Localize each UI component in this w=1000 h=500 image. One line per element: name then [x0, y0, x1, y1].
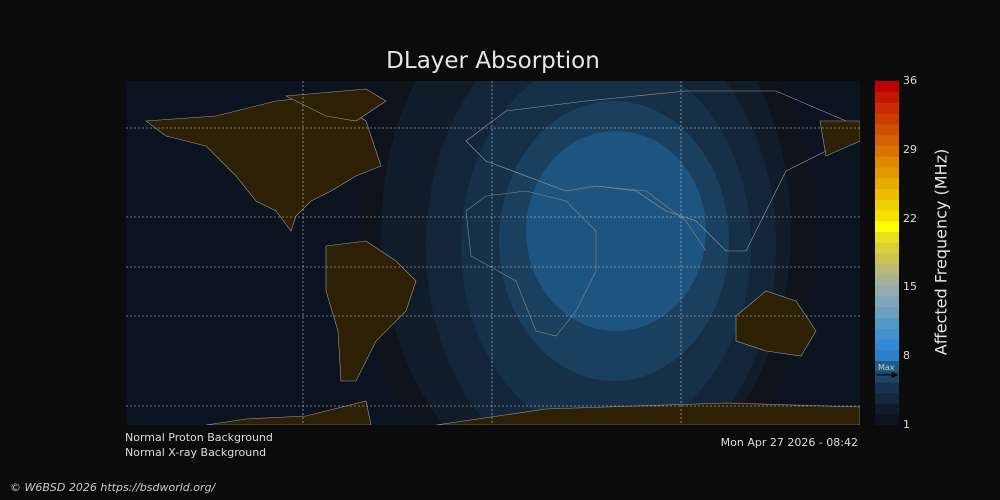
- greenland: [284, 88, 387, 122]
- copyright: © W6BSD 2026 https://bsdworld.org/: [10, 481, 216, 494]
- colorbar-band: [875, 382, 899, 394]
- max-marker: Max: [877, 363, 898, 378]
- max-label: Max: [878, 363, 895, 372]
- colorbar-tick: 22: [903, 211, 917, 225]
- colorbar-tick: 36: [903, 74, 917, 87]
- xray-status: Normal X-ray Background: [125, 446, 267, 459]
- colorbar-label: Affected Frequency (MHz): [931, 148, 951, 356]
- colorbar-band: [875, 134, 899, 146]
- colorbar-band: [875, 231, 899, 243]
- colorbar-band: [875, 263, 899, 275]
- colorbar-band: [875, 349, 899, 361]
- colorbar-band: [875, 167, 899, 179]
- colorbar-band: [875, 403, 899, 415]
- colorbar-band: [875, 339, 899, 351]
- colorbar-band: [875, 328, 899, 340]
- australia: [735, 290, 817, 357]
- colorbar-band: [875, 145, 899, 157]
- colorbar-band: [875, 392, 899, 404]
- colorbar-band: [875, 81, 899, 93]
- colorbar-band: [875, 274, 899, 286]
- colorbar-band: [875, 156, 899, 168]
- continents: [145, 88, 860, 425]
- colorbar-band: [875, 210, 899, 222]
- east-asia-edge: [819, 120, 860, 157]
- coastlines: [465, 185, 707, 337]
- colorbar-band: [875, 414, 899, 425]
- colorbar-band: [875, 102, 899, 114]
- colorbar-tick: 15: [903, 280, 917, 294]
- colorbar-band: [875, 285, 899, 297]
- colorbar-band: [875, 124, 899, 136]
- colorbar-band: [875, 177, 899, 189]
- europe-asia: [465, 90, 847, 252]
- colorbar-band: [875, 317, 899, 329]
- grid-lines: [126, 81, 860, 425]
- colorbar-band: [875, 253, 899, 265]
- colorbar-band: [875, 371, 899, 383]
- colorbar: Max: [875, 81, 899, 425]
- timestamp: Mon Apr 27 2026 - 08:42: [720, 436, 858, 449]
- colorbar-tick: 29: [903, 142, 917, 156]
- absorption-contours: [356, 81, 816, 425]
- colorbar-tick: 1: [903, 418, 910, 431]
- colorbar-band: [875, 220, 899, 232]
- colorbar-band: [875, 306, 899, 318]
- antarctica-east: [435, 402, 860, 425]
- proton-status: Normal Proton Background: [125, 431, 273, 444]
- chart-title: DLayer Absorption: [386, 48, 600, 74]
- colorbar-tick: 8: [903, 349, 910, 363]
- colorbar-band: [875, 188, 899, 200]
- south-america: [325, 240, 417, 382]
- world-map: [126, 81, 860, 425]
- antarctica: [205, 400, 372, 425]
- colorbar-band: [875, 199, 899, 211]
- colorbar-band: [875, 242, 899, 254]
- colorbar-band: [875, 296, 899, 308]
- colorbar-band: [875, 113, 899, 125]
- colorbar-band: [875, 360, 899, 372]
- colorbar-band: [875, 91, 899, 103]
